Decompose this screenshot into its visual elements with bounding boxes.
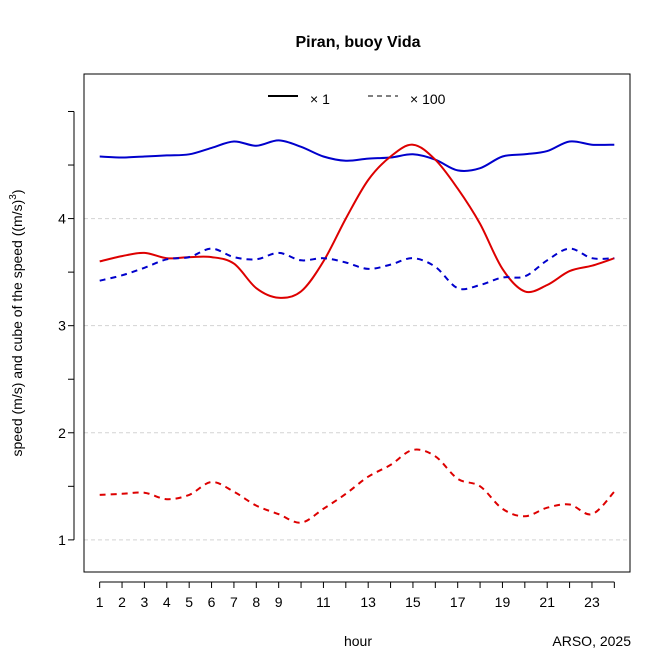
y-axis: 1 2 3 4 bbox=[58, 110, 75, 548]
y-tick-label: 2 bbox=[58, 425, 66, 441]
legend-label-x100: × 100 bbox=[410, 91, 446, 107]
legend-label-x1: × 1 bbox=[310, 91, 330, 107]
y-axis-title: speed (m/s) and cube of the speed ((m/s)… bbox=[8, 189, 25, 456]
grid-lines bbox=[84, 218, 630, 541]
series-line-blue-dashed bbox=[99, 247, 615, 291]
y-axis-title-suffix: ) bbox=[9, 189, 25, 194]
x-tick-label: 8 bbox=[252, 594, 260, 610]
x-tick-label: 15 bbox=[405, 594, 421, 610]
y-tick-label: 1 bbox=[58, 532, 66, 548]
y-tick-label: 3 bbox=[58, 318, 66, 334]
plot-frame bbox=[83, 73, 631, 573]
x-axis-title: hour bbox=[344, 633, 372, 649]
x-tick-label: 5 bbox=[185, 594, 193, 610]
x-tick-label: 6 bbox=[208, 594, 216, 610]
series-line-red-dashed bbox=[99, 448, 616, 524]
x-tick-label: 3 bbox=[141, 594, 149, 610]
series-line-blue-solid bbox=[99, 139, 615, 172]
x-tick-label: 17 bbox=[450, 594, 466, 610]
data-series bbox=[99, 139, 616, 524]
x-tick-label: 11 bbox=[316, 594, 331, 610]
x-tick-label: 21 bbox=[539, 594, 555, 610]
x-tick-label: 23 bbox=[584, 594, 600, 610]
x-tick-label: 7 bbox=[230, 594, 238, 610]
x-tick-label: 19 bbox=[495, 594, 511, 610]
x-tick-label: 13 bbox=[360, 594, 376, 610]
credit-label: ARSO, 2025 bbox=[552, 633, 631, 649]
x-tick-label: 1 bbox=[96, 594, 104, 610]
y-axis-title-superscript: 3 bbox=[8, 194, 19, 200]
chart-title: Piran, buoy Vida bbox=[295, 34, 420, 51]
x-tick-label: 4 bbox=[163, 594, 171, 610]
legend: × 1 × 100 bbox=[268, 91, 446, 107]
y-tick-label: 4 bbox=[58, 211, 66, 227]
y-axis-title-main: speed (m/s) and cube of the speed ((m/s) bbox=[9, 200, 25, 457]
x-axis: 1 2 3 4 5 6 7 8 9 11 13 15 17 19 21 23 bbox=[96, 581, 615, 610]
x-tick-label: 9 bbox=[275, 594, 283, 610]
x-tick-label: 2 bbox=[118, 594, 126, 610]
